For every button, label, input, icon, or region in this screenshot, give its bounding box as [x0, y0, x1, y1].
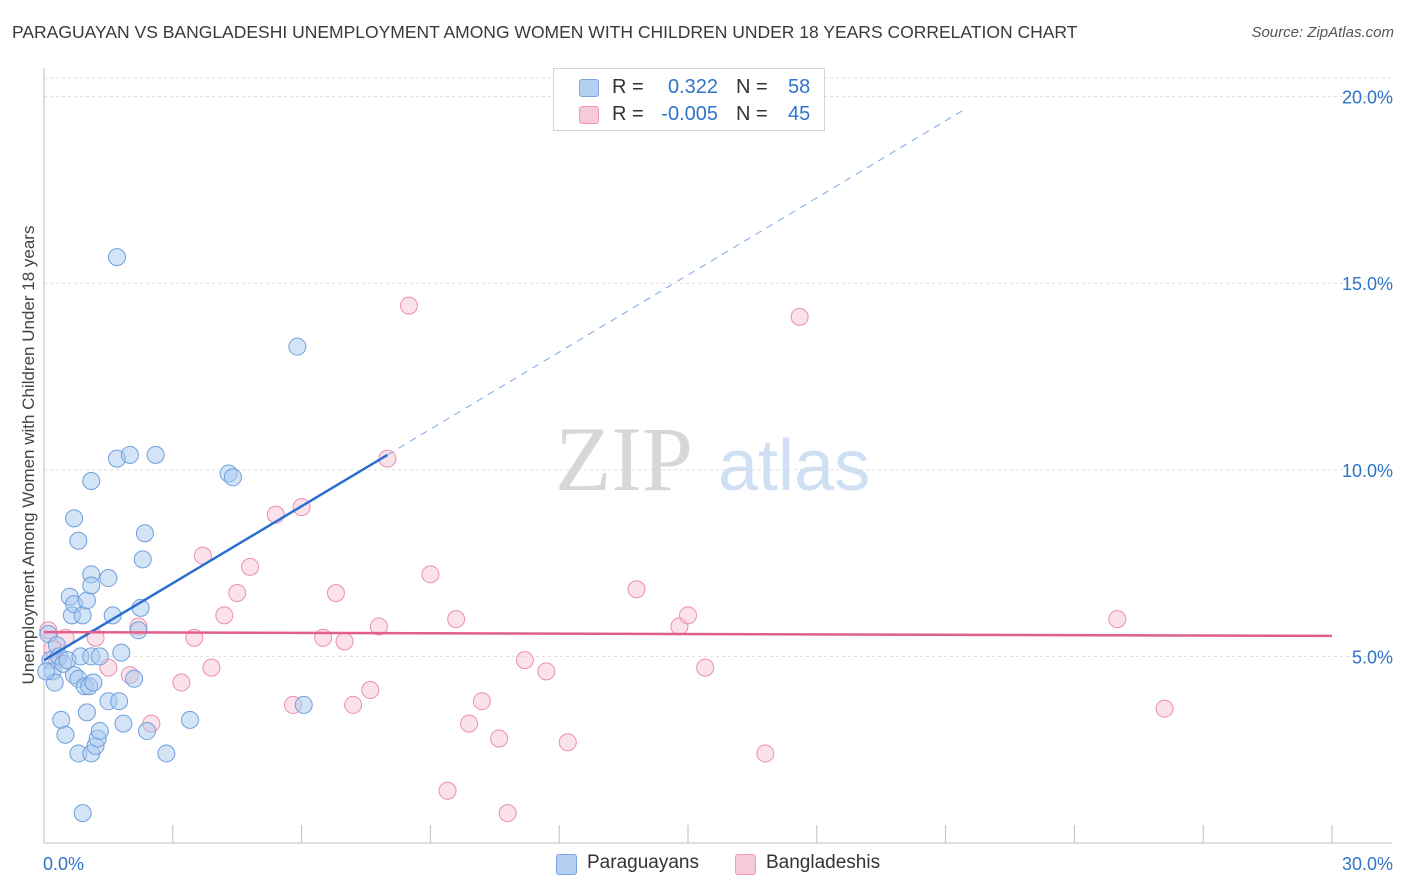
- bangladeshis-point: [1155, 699, 1174, 718]
- legend-row-paraguayans: R = 0.322 N = 58: [554, 73, 824, 99]
- bangladeshis-point: [215, 606, 234, 625]
- bangladeshis-trend-line: [43, 630, 1333, 638]
- bangladeshis-point: [472, 692, 491, 711]
- bangladeshis-point: [202, 658, 221, 677]
- bangladeshis-point: [537, 662, 556, 681]
- watermark-zip: ZIP: [555, 408, 693, 510]
- paraguayans-point: [82, 576, 101, 595]
- bangladeshis-point: [335, 632, 354, 651]
- axes: [43, 68, 1392, 844]
- legend-swatch-paraguayans: [579, 79, 599, 97]
- watermark-atlas: atlas: [718, 426, 870, 506]
- bangladeshis-point: [696, 658, 715, 677]
- series-label-paraguayans: Paraguayans: [587, 852, 699, 873]
- legend-n-value: 58: [788, 76, 811, 98]
- bangladeshis-point: [679, 606, 697, 625]
- paraguayans-point: [99, 569, 118, 588]
- bangladeshis-points: [39, 296, 1174, 823]
- paraguayans-point: [120, 445, 139, 464]
- paraguayans-point: [65, 509, 84, 528]
- series-swatch-bangladeshis: [735, 854, 756, 875]
- bangladeshis-point: [756, 744, 775, 763]
- bangladeshis-point: [326, 583, 345, 602]
- bangladeshis-point: [399, 296, 418, 315]
- paraguayans-point: [77, 703, 96, 722]
- bangladeshis-point: [438, 781, 457, 800]
- paraguayans-point: [133, 550, 152, 569]
- paraguayans-point: [56, 725, 75, 744]
- legend-r-value: -0.005: [661, 103, 718, 125]
- bangladeshis-point: [344, 695, 363, 714]
- bangladeshis-point: [361, 681, 380, 699]
- tick-labels: 5.0% 10.0% 15.0% 20.0% 0.0% 30.0%: [43, 88, 1393, 874]
- bangladeshis-point: [627, 580, 646, 599]
- paraguayans-point: [138, 722, 157, 741]
- paraguayans-point: [112, 643, 131, 662]
- paraguayans-point: [110, 692, 129, 711]
- paraguayans-trend-extension: [387, 107, 968, 456]
- paraguayans-point: [84, 673, 103, 692]
- paraguayans-point: [90, 722, 109, 741]
- paraguayans-point: [69, 531, 88, 550]
- paraguayans-point: [135, 524, 154, 543]
- x-tick-label: 30.0%: [1342, 854, 1393, 874]
- series-swatch-paraguayans: [556, 854, 577, 875]
- paraguayans-point: [37, 662, 56, 681]
- y-tick-label: 10.0%: [1342, 461, 1393, 481]
- bangladeshis-point: [421, 565, 440, 584]
- paraguayans-points: [37, 248, 313, 823]
- bangladeshis-point: [790, 307, 809, 326]
- y-tick-label: 20.0%: [1342, 88, 1393, 108]
- paraguayans-point: [114, 714, 133, 733]
- bangladeshis-point: [558, 733, 577, 752]
- legend-n-value: 45: [788, 103, 811, 125]
- paraguayans-trend-line: [43, 453, 389, 662]
- legend-swatch-bangladeshis: [579, 106, 599, 124]
- source-label: Source: ZipAtlas.com: [1251, 24, 1394, 41]
- paraguayans-point: [90, 647, 109, 666]
- paraguayans-point: [288, 337, 307, 356]
- legend-n-label: N =: [736, 103, 768, 125]
- paraguayans-point: [146, 445, 165, 464]
- paraguayans-point: [73, 606, 92, 625]
- paraguayans-point: [125, 669, 144, 688]
- legend-row-bangladeshis: R = -0.005 N = 45: [554, 100, 824, 126]
- bangladeshis-point: [241, 557, 260, 576]
- paraguayans-point: [107, 248, 126, 267]
- x-tick-label: 0.0%: [43, 854, 84, 874]
- paraguayans-point: [223, 468, 242, 487]
- bangladeshis-point: [490, 729, 509, 748]
- paraguayans-point: [82, 472, 101, 491]
- bangladeshis-point: [1108, 610, 1127, 629]
- paraguayans-point: [180, 710, 199, 729]
- legend-r-value: 0.322: [667, 76, 718, 98]
- paraguayans-point: [157, 744, 176, 763]
- bangladeshis-point: [447, 610, 466, 629]
- stats-legend: R = 0.322 N = 58 R = -0.005 N = 45: [553, 68, 825, 131]
- paraguayans-point: [294, 695, 313, 714]
- legend-r-label: R =: [612, 103, 644, 125]
- bangladeshis-point: [172, 673, 191, 692]
- bangladeshis-point: [460, 714, 479, 733]
- bangladeshis-point: [369, 617, 388, 636]
- legend-r-label: R =: [612, 76, 644, 98]
- paraguayans-point: [52, 710, 71, 729]
- paraguayans-point: [129, 621, 148, 640]
- paraguayans-point: [77, 591, 96, 610]
- y-tick-label: 5.0%: [1352, 647, 1393, 667]
- paraguayans-point: [73, 804, 92, 823]
- bangladeshis-point: [515, 651, 534, 670]
- series-label-bangladeshis: Bangladeshis: [766, 852, 881, 873]
- bangladeshis-point: [498, 804, 517, 823]
- bangladeshis-point: [228, 583, 247, 602]
- y-tick-label: 15.0%: [1342, 274, 1393, 294]
- y-axis-label: Unemployment Among Women with Children U…: [19, 226, 38, 685]
- legend-n-label: N =: [736, 76, 768, 98]
- trend-lines: [43, 107, 1333, 662]
- chart-title: PARAGUAYAN VS BANGLADESHI UNEMPLOYMENT A…: [12, 22, 1078, 42]
